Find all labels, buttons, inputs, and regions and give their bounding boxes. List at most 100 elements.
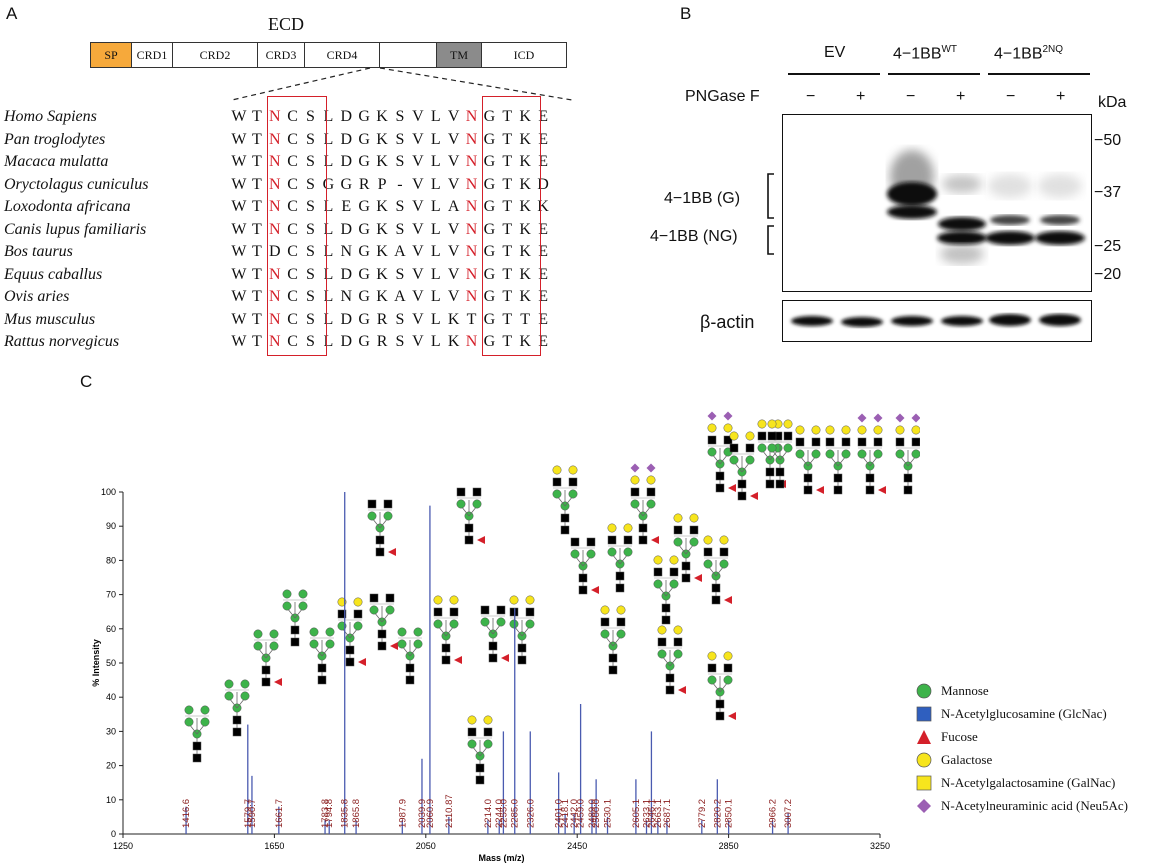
x-tick-label: 3250 xyxy=(870,841,890,851)
circle-icon xyxy=(916,683,932,699)
y-tick-label: 90 xyxy=(106,521,116,531)
n-glyco-site-2-box xyxy=(482,96,541,356)
peak-label: 2687.1 xyxy=(662,799,673,828)
circle-icon xyxy=(916,752,932,768)
pngase-lane-4: + xyxy=(956,88,966,105)
species-name: Loxodonta africana xyxy=(4,198,131,215)
mw-marker: −20 xyxy=(1094,266,1122,283)
domain-linker xyxy=(379,42,437,68)
peak-label: 2489.0 xyxy=(587,799,598,828)
mw-marker: −37 xyxy=(1094,184,1122,201)
peak-label: 2966.2 xyxy=(768,799,779,828)
peak-label: 2530.1 xyxy=(603,799,614,828)
peak-label: 2039.9 xyxy=(417,799,428,828)
y-tick-label: 30 xyxy=(106,726,116,736)
x-tick-label: 1650 xyxy=(264,841,284,851)
peak-label: 1794.8 xyxy=(324,799,335,828)
panel-c-label: C xyxy=(80,372,93,391)
y-tick-label: 0 xyxy=(111,829,116,839)
peak-label: 2401.0 xyxy=(554,799,565,828)
domain-icd: ICD xyxy=(481,42,567,68)
x-tick-label: 2050 xyxy=(416,841,436,851)
species-name: Canis lupus familiaris xyxy=(4,220,147,238)
legend-item: N-Acetylneuraminic acid (Neu5Ac) xyxy=(915,795,1128,817)
peak-label: 2110.87 xyxy=(444,794,455,828)
y-tick-label: 100 xyxy=(101,487,116,497)
actin-label: β-actin xyxy=(700,312,755,332)
band-label-glycosylated: 4−1BB (G) xyxy=(664,190,741,207)
x-axis-label: Mass (m/z) xyxy=(478,853,524,863)
peak-label: 2255.0 xyxy=(498,799,509,828)
peak-label: 2646.1 xyxy=(646,799,657,828)
domain-crd4: CRD4 xyxy=(304,42,380,68)
y-tick-label: 60 xyxy=(106,624,116,634)
diamond-icon xyxy=(917,799,931,813)
peak-label: 2663.1 xyxy=(653,799,664,828)
legend-item: N-Acetylglucosamine (GlcNac) xyxy=(915,703,1107,725)
peak-label: 2214.0 xyxy=(483,799,494,828)
kda-label: kDa xyxy=(1098,94,1127,111)
y-tick-label: 70 xyxy=(106,590,116,600)
group-wt: 4−1BBWT xyxy=(893,44,958,63)
square-icon xyxy=(916,775,932,791)
legend-item: Fucose xyxy=(915,726,978,748)
pngase-label: PNGase F xyxy=(685,88,760,105)
group-ev: EV xyxy=(824,44,846,61)
domain-tm: TM xyxy=(436,42,482,68)
pngase-lane-1: − xyxy=(806,88,816,105)
peak-label: 2442.0 xyxy=(569,799,580,828)
peak-label: 1987.9 xyxy=(397,799,408,828)
peak-label: 2244.0 xyxy=(494,799,505,828)
species-name: Homo Sapiens xyxy=(4,108,97,125)
species-name: Equus caballus xyxy=(4,265,103,283)
species-name: Bos taurus xyxy=(4,243,73,260)
peak-label: 1661.7 xyxy=(274,799,285,828)
group-2nq: 4−1BB2NQ xyxy=(994,44,1064,63)
domain-crd3: CRD3 xyxy=(257,42,305,68)
pngase-lane-6: + xyxy=(1056,88,1066,105)
zoom-lines xyxy=(231,67,573,101)
legend-item: N-Acetylgalactosamine (GalNac) xyxy=(915,772,1115,794)
peak-label: 2779.2 xyxy=(697,799,708,828)
y-tick-label: 80 xyxy=(106,555,116,565)
peak-label: 2285.0 xyxy=(510,799,521,828)
mw-marker: −25 xyxy=(1094,238,1122,255)
mw-marker: −50 xyxy=(1094,132,1122,149)
peak-label: 2500.0 xyxy=(591,799,602,828)
peak-label: 2850.1 xyxy=(724,799,735,828)
y-axis-label: % Intensity xyxy=(91,639,101,687)
peak-label: 2418.1 xyxy=(560,799,571,828)
domain-crd1: CRD1 xyxy=(131,42,173,68)
species-name: Ovis aries xyxy=(4,288,70,305)
peak-label: 1783.8 xyxy=(320,799,331,828)
species-name: Oryctolagus cuniculus xyxy=(4,175,149,193)
peak-label: 2820.2 xyxy=(712,799,723,828)
species-name: Mus musculus xyxy=(4,310,96,328)
pngase-lane-3: − xyxy=(906,88,916,105)
peak-label: 1590.7 xyxy=(247,799,258,828)
western-blot xyxy=(782,114,1092,292)
glycan-structures xyxy=(184,411,920,785)
species-name: Rattus norvegicus xyxy=(4,333,120,350)
peak-label: 2633.1 xyxy=(642,799,653,828)
pngase-lane-5: − xyxy=(1006,88,1016,105)
panel-a-label: A xyxy=(6,4,18,23)
square-icon xyxy=(916,706,932,722)
ecd-label: ECD xyxy=(268,14,304,34)
x-tick-label: 2850 xyxy=(719,841,739,851)
n-glyco-site-1-box xyxy=(267,96,327,356)
species-name: Macaca mulatta xyxy=(4,153,109,170)
peak-label: 1865.8 xyxy=(351,799,362,828)
x-tick-label: 2450 xyxy=(567,841,587,851)
mass-spectrum-chart: 0 10 20 30 40 50 60 70 80 90 100 1250 1650 2050 2450 28… xyxy=(91,411,920,863)
peak-label: 1416.6 xyxy=(181,799,192,828)
